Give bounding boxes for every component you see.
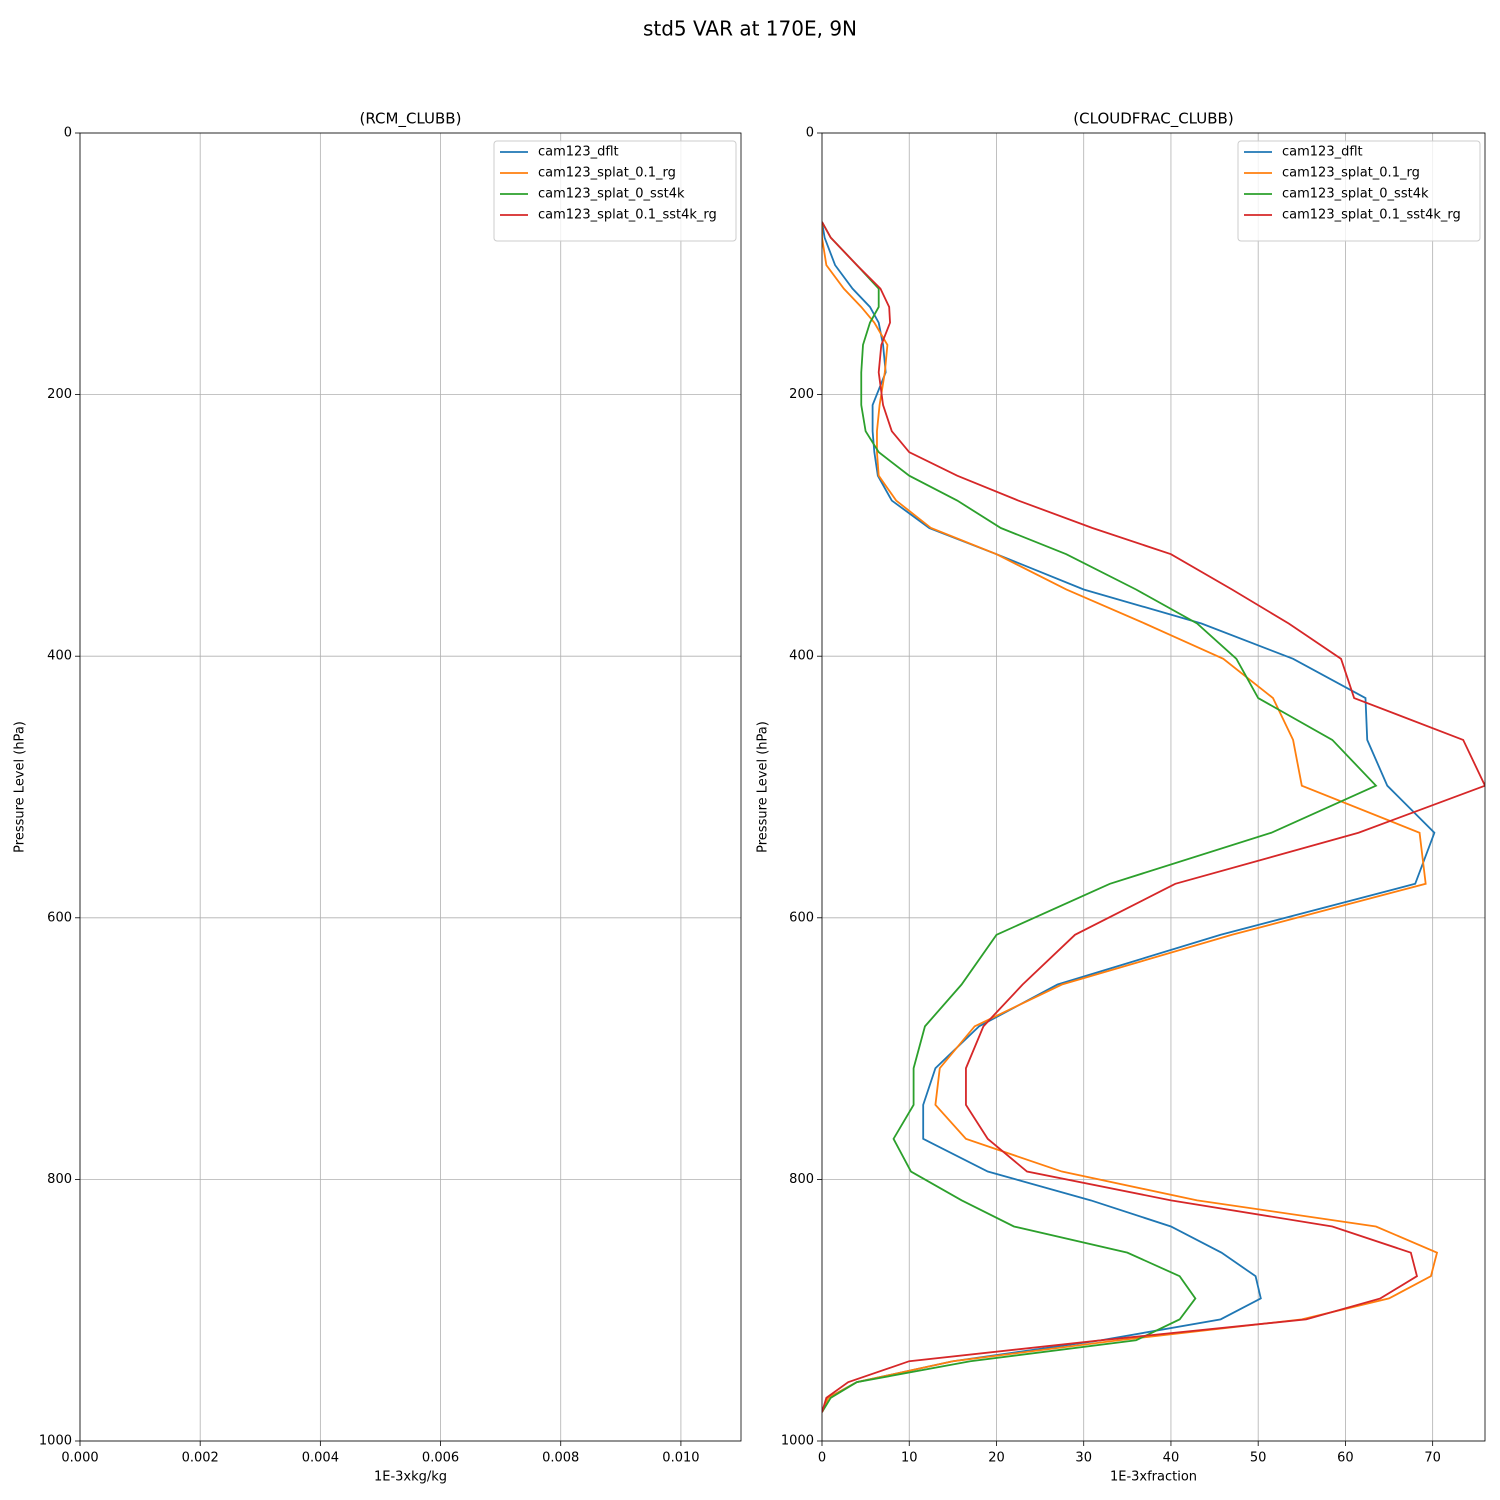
legend-box — [1237, 140, 1481, 242]
legend-label: cam123_splat_0_sst4k — [1282, 187, 1429, 202]
y-tick-label: 1000 — [39, 1434, 72, 1449]
series-line — [822, 221, 1436, 1413]
legend-box — [493, 140, 737, 242]
x-tick-label: 0 — [818, 1451, 826, 1466]
series-line — [80, 222, 711, 1412]
legend-label: cam123_dflt — [1282, 145, 1363, 160]
axes-title: (RCM_CLUBB) — [360, 110, 462, 129]
legend-label: cam123_splat_0.1_sst4k_rg — [538, 208, 717, 223]
x-tick-label: 30 — [1075, 1451, 1092, 1466]
series-line — [80, 222, 741, 1412]
x-tick-label: 60 — [1337, 1451, 1354, 1466]
series-line — [822, 221, 1439, 1413]
x-tick-label: 40 — [1163, 1451, 1180, 1466]
y-tick-label: 600 — [789, 910, 814, 925]
legend-label: cam123_splat_0_sst4k — [538, 187, 685, 202]
y-axis-label: Pressure Level (hPa) — [13, 721, 28, 853]
x-tick-label: 50 — [1250, 1451, 1267, 1466]
x-tick-label: 0.008 — [542, 1451, 579, 1466]
y-axis-label: Pressure Level (hPa) — [756, 721, 771, 853]
y-tick-label: 800 — [789, 1172, 814, 1187]
series-line — [80, 222, 651, 1412]
y-tick-label: 400 — [789, 649, 814, 664]
x-axis-label: 1E-3xkg/kg — [374, 1470, 447, 1485]
x-tick-label: 10 — [901, 1451, 918, 1466]
legend-label: cam123_splat_0.1_sst4k_rg — [1282, 208, 1461, 223]
x-tick-label: 0.006 — [422, 1451, 459, 1466]
x-tick-label: 0.000 — [61, 1451, 98, 1466]
y-tick-label: 200 — [789, 387, 814, 402]
x-tick-label: 0.010 — [662, 1451, 699, 1466]
x-tick-label: 70 — [1424, 1451, 1441, 1466]
series-line — [822, 221, 1485, 1413]
series-line — [822, 221, 1378, 1413]
legend-label: cam123_splat_0.1_rg — [1282, 166, 1420, 181]
axes-title: (CLOUDFRAC_CLUBB) — [1073, 110, 1233, 129]
axes-frame — [821, 132, 1486, 1442]
plot-area — [80, 221, 1485, 1413]
axes-frame — [79, 132, 742, 1442]
y-tick-label: 200 — [47, 387, 72, 402]
y-tick-label: 1000 — [781, 1434, 814, 1449]
x-axis-label: 1E-3xfraction — [1110, 1470, 1197, 1485]
y-tick-label: 0 — [806, 126, 814, 141]
x-tick-label: 0.002 — [182, 1451, 219, 1466]
legend-label: cam123_dflt — [538, 145, 619, 160]
y-tick-label: 800 — [47, 1172, 72, 1187]
y-tick-label: 400 — [47, 649, 72, 664]
series-line — [80, 222, 627, 1412]
figure-title: std5 VAR at 170E, 9N — [643, 17, 857, 41]
x-tick-label: 20 — [988, 1451, 1005, 1466]
x-tick-label: 0.004 — [302, 1451, 339, 1466]
legend-label: cam123_splat_0.1_rg — [538, 166, 676, 181]
y-tick-label: 0 — [64, 126, 72, 141]
y-tick-label: 600 — [47, 910, 72, 925]
